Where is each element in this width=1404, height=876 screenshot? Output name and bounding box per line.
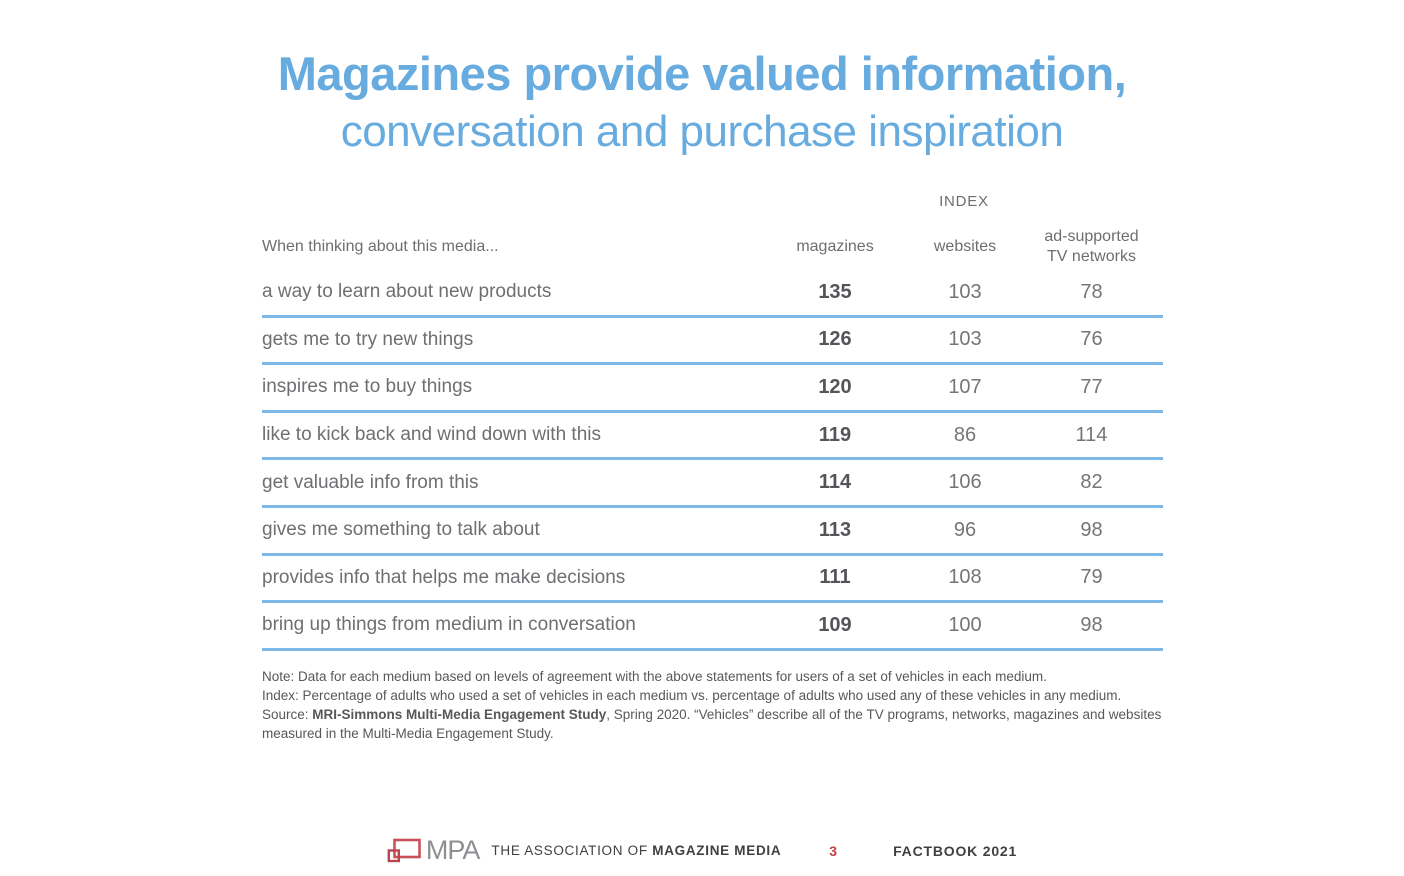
row-label: bring up things from medium in conversat… [262, 614, 636, 636]
tv-networks-value: 98 [1080, 613, 1103, 636]
index-header: INDEX [939, 193, 989, 210]
mpa-logo-icon [387, 837, 423, 865]
note-line: Note: Data for each medium based on leve… [262, 669, 1047, 684]
magazines-value: 120 [818, 375, 852, 398]
table-row: get valuable info from this 114 106 82 [262, 460, 1163, 508]
row-label: gets me to try new things [262, 328, 474, 350]
magazines-value: 135 [818, 280, 852, 303]
column-header-tv-networks: ad-supported TV networks [1044, 228, 1139, 265]
association-text: THE ASSOCIATION OF MAGAZINE MEDIA [491, 843, 781, 858]
websites-value: 103 [948, 280, 982, 303]
websites-value: 86 [953, 423, 977, 446]
magazines-value: 111 [819, 566, 851, 589]
websites-value: 100 [948, 613, 982, 636]
footnotes: Note: Data for each medium based on leve… [262, 667, 1194, 743]
row-label: gives me something to talk about [262, 519, 540, 541]
tv-networks-value: 98 [1080, 518, 1103, 541]
table-row: gives me something to talk about 113 96 … [262, 508, 1163, 556]
row-label: a way to learn about new products [262, 281, 552, 303]
tv-networks-value: 79 [1080, 566, 1103, 589]
table-row: gets me to try new things 126 103 76 [262, 318, 1163, 366]
magazines-value: 114 [818, 471, 852, 494]
magazines-value: 113 [818, 518, 852, 541]
table-column-headers: When thinking about this media... magazi… [262, 224, 1163, 270]
factbook-label: FACTBOOK 2021 [893, 842, 1018, 859]
tv-networks-value: 76 [1080, 328, 1103, 351]
table-row: provides info that helps me make decisio… [262, 556, 1163, 604]
source-study-name: MRI-Simmons Multi-Media Engagement Study [312, 707, 607, 722]
websites-value: 108 [948, 566, 982, 589]
tv-networks-value: 82 [1080, 471, 1103, 494]
tv-networks-value: 77 [1080, 375, 1103, 398]
index-definition-line: Index: Percentage of adults who used a s… [262, 688, 1122, 703]
row-label: provides info that helps me make decisio… [262, 566, 626, 588]
page-title-line2: conversation and purchase inspiration [340, 106, 1064, 156]
table-row: like to kick back and wind down with thi… [262, 413, 1163, 461]
tv-networks-value: 78 [1080, 280, 1103, 303]
websites-value: 103 [948, 328, 982, 351]
page-number: 3 [829, 842, 838, 859]
magazines-value: 119 [818, 423, 852, 446]
magazines-value: 109 [818, 613, 852, 636]
page-footer: MPA THE ASSOCIATION OF MAGAZINE MEDIA 3 … [0, 835, 1404, 866]
column-header-magazines: magazines [796, 238, 874, 255]
websites-value: 96 [953, 518, 977, 541]
association-bold: MAGAZINE MEDIA [652, 843, 782, 858]
table-row: a way to learn about new products 135 10… [262, 270, 1163, 318]
page-title: Magazines provide valued information, co… [0, 48, 1404, 157]
source-prefix: Source: [262, 707, 313, 722]
websites-value: 106 [948, 471, 982, 494]
row-label: inspires me to buy things [262, 376, 473, 398]
source-line: Source: MRI-Simmons Multi-Media Engageme… [262, 705, 1194, 743]
mpa-wordmark: MPA [425, 835, 481, 865]
row-label: like to kick back and wind down with thi… [262, 424, 601, 446]
table-row: bring up things from medium in conversat… [262, 603, 1163, 651]
websites-value: 107 [948, 375, 982, 398]
row-label: get valuable info from this [262, 471, 479, 493]
lead-column-header: When thinking about this media... [262, 238, 499, 255]
magazines-value: 126 [818, 328, 852, 351]
tv-networks-value: 114 [1075, 423, 1108, 446]
index-table: a way to learn about new products 135 10… [262, 270, 1163, 651]
column-header-websites: websites [933, 238, 997, 255]
page-title-line1: Magazines provide valued information, [277, 47, 1127, 100]
source-rest: , Spring 2020. “Vehicles” describe all o… [262, 707, 1162, 741]
table-row: inspires me to buy things 120 107 77 [262, 365, 1163, 413]
association-prefix: THE ASSOCIATION OF [491, 843, 653, 858]
